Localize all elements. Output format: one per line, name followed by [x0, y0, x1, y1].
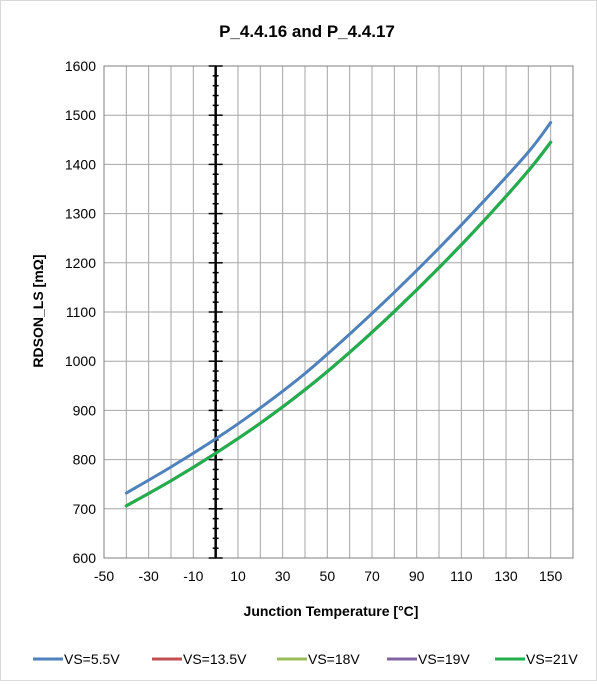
y-tick-label: 1500 [65, 107, 96, 123]
chart-title: P_4.4.16 and P_4.4.17 [219, 22, 395, 41]
plot-area-border [103, 65, 574, 559]
axes: 600 700 800 900 1000 1100 1200 1300 1400 1500 1600… [65, 58, 563, 584]
x-axis-title: Junction Temperature [°C] [244, 603, 419, 619]
legend-label: VS=5.5V [64, 651, 120, 667]
x-tick-label: 30 [275, 568, 291, 584]
y-tick-label: 1300 [65, 206, 96, 222]
y-tick-label: 1100 [66, 304, 96, 320]
x-tick-label: 50 [320, 568, 336, 584]
y-tick-label: 700 [73, 501, 97, 517]
x-tick-label: 70 [364, 568, 380, 584]
x-tick-label: 130 [494, 568, 518, 584]
x-tick-label: -10 [183, 568, 203, 584]
y-tick-label: 1000 [65, 353, 96, 369]
y-tick-label: 1600 [65, 58, 96, 74]
legend-label: VS=13.5V [183, 651, 247, 667]
x-tick-label: 110 [450, 568, 473, 584]
y-tick-label: 600 [73, 550, 97, 566]
legend-label: VS=18V [308, 651, 360, 667]
legend-label: VS=19V [418, 651, 470, 667]
series-lines [124, 121, 553, 508]
x-tick-label: -50 [94, 568, 114, 584]
legend: VS=5.5V VS=13.5V VS=18V VS=19V VS=21V [33, 651, 578, 667]
y-tick-label: 900 [73, 402, 97, 418]
legend-label: VS=21V [526, 651, 578, 667]
y-tick-label: 1400 [65, 156, 96, 172]
y-axis-title: RDSON_LS [mΩ] [30, 254, 46, 367]
series-line [124, 140, 553, 508]
grid [103, 65, 574, 559]
x-tick-label: 10 [230, 568, 246, 584]
x-tick-label: 150 [539, 568, 563, 584]
y-tick-label: 1200 [65, 255, 96, 271]
x-tick-label: 90 [409, 568, 425, 584]
y-tick-label: 800 [73, 452, 97, 468]
x-tick-label: -30 [139, 568, 159, 584]
series-line [124, 121, 553, 495]
